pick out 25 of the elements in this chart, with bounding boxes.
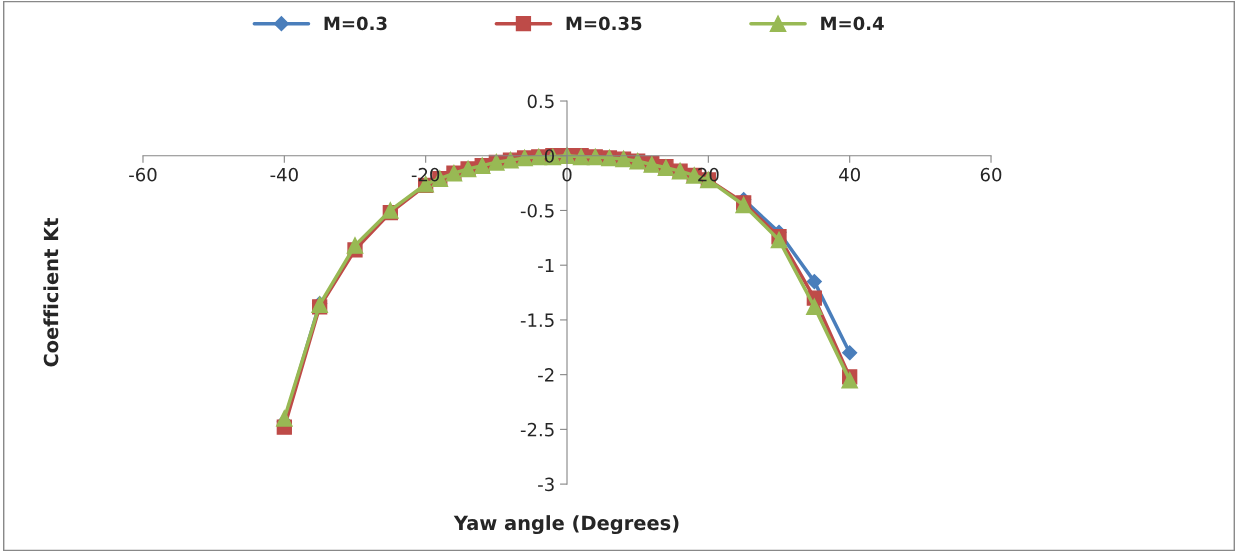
y-tick-label: -2 — [538, 368, 554, 382]
point — [346, 237, 364, 254]
legend-label: M=0.4 — [821, 16, 884, 31]
point — [806, 274, 822, 290]
x-axis-title: Yaw angle (Degrees) — [453, 515, 679, 535]
x-tick-label: -60 — [129, 167, 157, 182]
y-tick-label: -2.5 — [520, 422, 554, 437]
y-tick-label: 0 — [544, 149, 554, 163]
legend-label: M=0.3 — [324, 16, 387, 31]
x-tick-label: 60 — [980, 167, 1002, 182]
x-tick-label: 40 — [839, 167, 860, 182]
y-tick-label: -3 — [538, 477, 554, 492]
point — [842, 345, 858, 361]
y-tick-label: -1 — [538, 258, 554, 273]
y-axis-title: Coefficient Kt — [43, 217, 59, 367]
y-tick-label: -1.5 — [520, 313, 554, 328]
x-tick-label: 20 — [698, 167, 719, 182]
point — [841, 371, 859, 389]
y-tick-label: 0.5 — [527, 94, 554, 109]
x-tick-label: -40 — [270, 167, 298, 182]
legend-label: M=0.35 — [566, 16, 642, 31]
y-tick-label: -0.5 — [520, 203, 554, 218]
point — [770, 231, 788, 249]
x-tick-label: 0 — [562, 167, 572, 182]
point — [806, 298, 823, 316]
